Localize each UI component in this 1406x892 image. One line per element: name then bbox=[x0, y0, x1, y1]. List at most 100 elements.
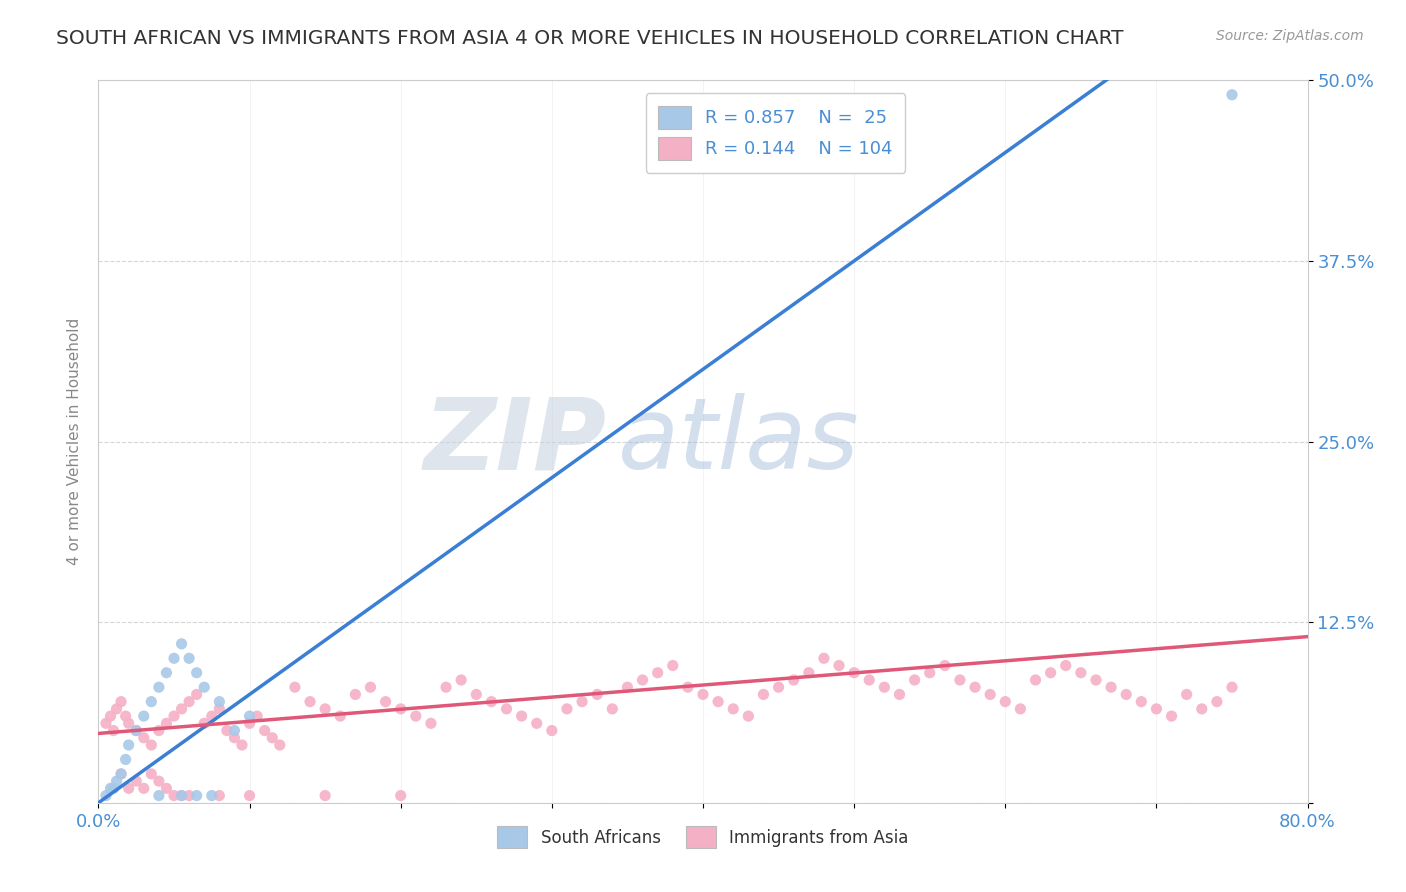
Point bbox=[284, 680, 307, 694]
Point bbox=[405, 709, 427, 723]
Y-axis label: 4 or more Vehicles in Household: 4 or more Vehicles in Household bbox=[66, 318, 82, 566]
Point bbox=[103, 723, 125, 738]
Point bbox=[768, 680, 790, 694]
Point bbox=[208, 702, 231, 716]
Point bbox=[155, 781, 177, 796]
Point bbox=[269, 738, 291, 752]
Point bbox=[186, 687, 208, 701]
Point bbox=[707, 695, 730, 709]
Point bbox=[965, 680, 987, 694]
Point bbox=[239, 716, 262, 731]
Point bbox=[100, 781, 122, 796]
Point bbox=[118, 738, 141, 752]
Point bbox=[94, 789, 117, 803]
Point bbox=[434, 680, 457, 694]
Text: Source: ZipAtlas.com: Source: ZipAtlas.com bbox=[1216, 29, 1364, 44]
Point bbox=[360, 680, 382, 694]
Point bbox=[647, 665, 669, 680]
Point bbox=[858, 673, 880, 687]
Point bbox=[1175, 687, 1198, 701]
Point bbox=[904, 673, 927, 687]
Point bbox=[179, 789, 201, 803]
Point bbox=[949, 673, 972, 687]
Point bbox=[797, 665, 820, 680]
Point bbox=[94, 716, 117, 731]
Text: atlas: atlas bbox=[619, 393, 860, 490]
Point bbox=[110, 767, 132, 781]
Point bbox=[344, 687, 367, 701]
Point bbox=[141, 767, 163, 781]
Point bbox=[692, 687, 714, 701]
Point bbox=[450, 673, 472, 687]
Point bbox=[1144, 702, 1167, 716]
Point bbox=[105, 774, 128, 789]
Point bbox=[201, 789, 224, 803]
Point bbox=[555, 702, 578, 716]
Point bbox=[155, 716, 177, 731]
Point bbox=[934, 658, 956, 673]
Point bbox=[231, 738, 253, 752]
Point bbox=[1220, 680, 1243, 694]
Point bbox=[661, 658, 683, 673]
Point bbox=[1010, 702, 1032, 716]
Point bbox=[170, 789, 193, 803]
Point bbox=[262, 731, 284, 745]
Point bbox=[105, 702, 128, 716]
Point bbox=[783, 673, 806, 687]
Point bbox=[170, 789, 193, 803]
Point bbox=[389, 702, 412, 716]
Point bbox=[253, 723, 276, 738]
Point bbox=[125, 723, 148, 738]
Point bbox=[586, 687, 609, 701]
Point bbox=[224, 723, 246, 738]
Point bbox=[155, 665, 177, 680]
Point bbox=[114, 752, 136, 766]
Point bbox=[179, 651, 201, 665]
Point bbox=[114, 709, 136, 723]
Point bbox=[1039, 665, 1062, 680]
Point bbox=[299, 695, 322, 709]
Point bbox=[125, 774, 148, 789]
Point bbox=[526, 716, 548, 731]
Point bbox=[246, 709, 269, 723]
Point bbox=[1054, 658, 1077, 673]
Point bbox=[103, 781, 125, 796]
Point bbox=[329, 709, 352, 723]
Point bbox=[631, 673, 654, 687]
Point bbox=[110, 695, 132, 709]
Point bbox=[918, 665, 941, 680]
Point bbox=[132, 781, 155, 796]
Point bbox=[752, 687, 775, 701]
Legend: South Africans, Immigrants from Asia: South Africans, Immigrants from Asia bbox=[486, 814, 920, 860]
Point bbox=[1099, 680, 1122, 694]
Point bbox=[201, 709, 224, 723]
Point bbox=[224, 731, 246, 745]
Point bbox=[873, 680, 896, 694]
Point bbox=[125, 723, 148, 738]
Point bbox=[495, 702, 517, 716]
Point bbox=[510, 709, 533, 723]
Point bbox=[1220, 87, 1243, 102]
Point bbox=[979, 687, 1001, 701]
Point bbox=[100, 709, 122, 723]
Point bbox=[676, 680, 699, 694]
Point bbox=[148, 723, 170, 738]
Point bbox=[1085, 673, 1108, 687]
Point bbox=[1115, 687, 1137, 701]
Point bbox=[148, 680, 170, 694]
Point bbox=[481, 695, 503, 709]
Point bbox=[1206, 695, 1229, 709]
Point bbox=[110, 767, 132, 781]
Point bbox=[163, 789, 186, 803]
Point bbox=[374, 695, 396, 709]
Point bbox=[186, 789, 208, 803]
Point bbox=[132, 709, 155, 723]
Point bbox=[1191, 702, 1213, 716]
Point bbox=[208, 695, 231, 709]
Point bbox=[994, 695, 1017, 709]
Point bbox=[314, 789, 336, 803]
Point bbox=[148, 774, 170, 789]
Point bbox=[163, 651, 186, 665]
Point bbox=[193, 680, 215, 694]
Point bbox=[170, 702, 193, 716]
